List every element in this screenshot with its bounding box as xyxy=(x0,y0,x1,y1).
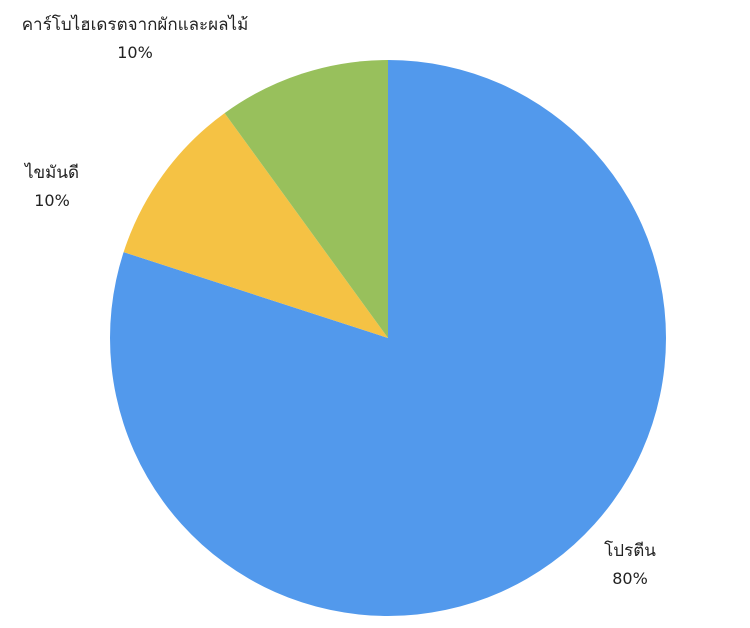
pie-slices xyxy=(110,60,667,616)
pie-labels: โปรตีน 80% ไขมันดี 10% คาร์โบไฮเดรตจากผักและ… xyxy=(22,14,657,588)
slice-label-1: โปรตีน xyxy=(604,540,656,561)
pie-slice-1 xyxy=(110,60,667,616)
slice-value-label-1: 80% xyxy=(612,569,648,588)
slice-label-2: ไขมันดี xyxy=(23,162,79,183)
slice-value-label-3: 10% xyxy=(117,43,153,62)
slice-label-3: คาร์โบไฮเดรตจากผักและผลไม้ xyxy=(22,14,249,35)
slice-value-label-2: 10% xyxy=(34,191,70,210)
pie-slice-3 xyxy=(224,60,388,338)
pie-slice-2 xyxy=(123,113,389,338)
